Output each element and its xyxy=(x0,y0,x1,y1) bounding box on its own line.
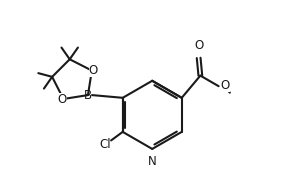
Text: O: O xyxy=(221,79,230,92)
Text: Cl: Cl xyxy=(99,138,111,151)
Text: B: B xyxy=(84,89,92,102)
Text: O: O xyxy=(89,64,98,77)
Text: O: O xyxy=(57,93,67,106)
Text: O: O xyxy=(194,39,203,52)
Text: N: N xyxy=(148,155,156,168)
